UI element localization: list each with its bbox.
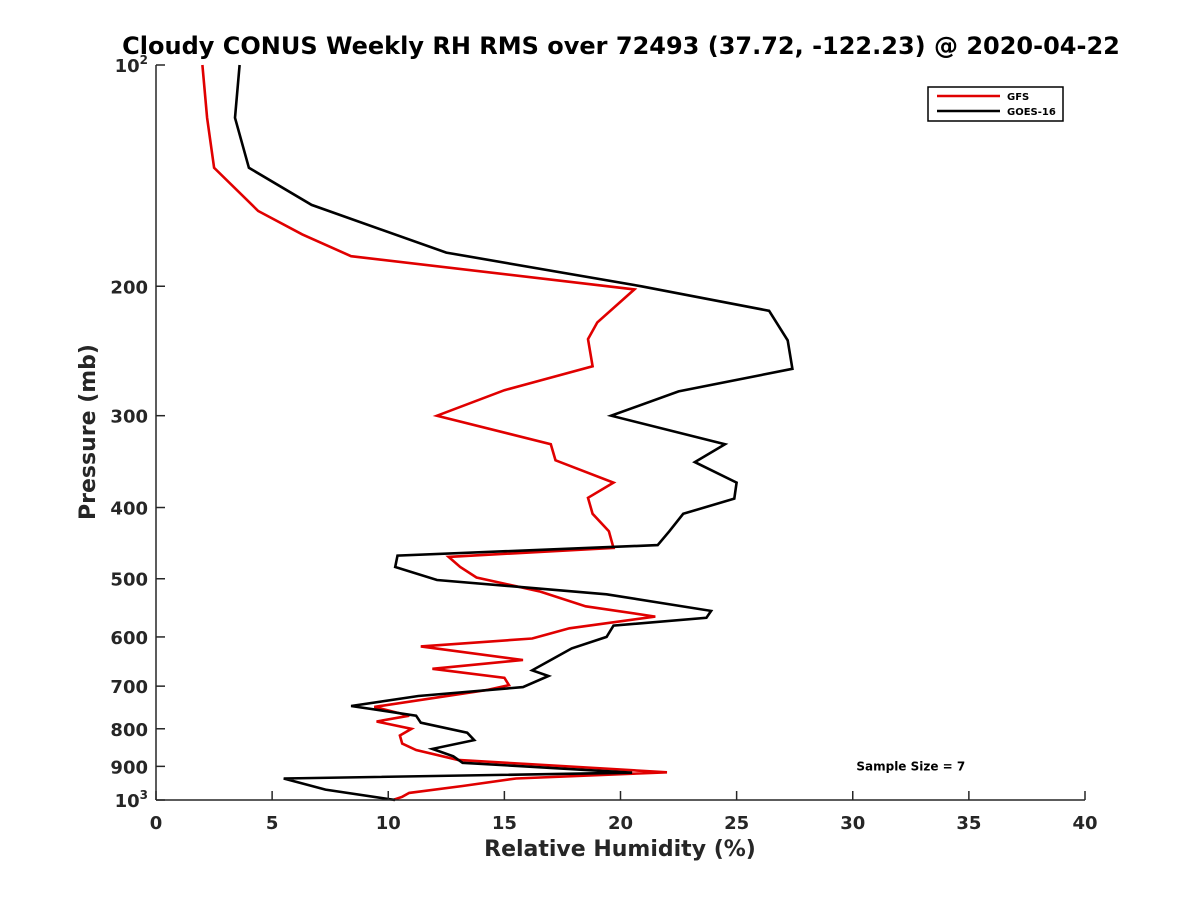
y-tick-label: 900: [110, 757, 148, 778]
x-tick-label: 5: [266, 813, 279, 834]
x-tick-label: 15: [492, 813, 517, 834]
x-tick-label: 25: [724, 813, 749, 834]
y-tick-label: 600: [110, 628, 148, 649]
x-tick-label: 0: [150, 813, 163, 834]
axes-layer: 0 5 10 15 20 25 30 35 40 102 200 300 400 500 600 700 800…: [110, 53, 1097, 834]
x-axis-label: Relative Humidity (%): [484, 837, 756, 862]
y-tick-label: 400: [110, 499, 148, 520]
y-tick-label: 200: [110, 277, 148, 298]
x-tick-label: 20: [608, 813, 633, 834]
x-tick-label: 40: [1072, 813, 1097, 834]
x-tick-label: 10: [376, 813, 401, 834]
series-line-gfs: [201, 64, 668, 802]
legend-label-gfs: GFS: [1007, 92, 1029, 103]
x-tick-label: 30: [840, 813, 865, 834]
y-tick-label: 700: [110, 677, 148, 698]
series-line-goes16: [233, 64, 794, 802]
y-axis-label: Pressure (mb): [76, 344, 101, 520]
legend: GFS GOES-16: [927, 86, 1064, 122]
y-tick-label: 300: [110, 407, 148, 428]
legend-label-goes16: GOES-16: [1007, 107, 1056, 118]
annotation-layer: Sample Size = 7: [856, 759, 965, 773]
x-tick-label: 35: [956, 813, 981, 834]
y-tick-label: 800: [110, 720, 148, 741]
plot-area: 0 5 10 15 20 25 30 35 40 102 200 300 400 500 600 700 800…: [110, 53, 1097, 834]
y-tick-label: 500: [110, 570, 148, 591]
y-tick-label: 102: [115, 53, 148, 77]
legend-box: [927, 86, 1064, 122]
chart-title: Cloudy CONUS Weekly RH RMS over 72493 (3…: [122, 32, 1120, 60]
sample-size-annotation: Sample Size = 7: [856, 759, 965, 773]
series-layer: [201, 64, 794, 802]
y-tick-label: 103: [115, 788, 148, 812]
